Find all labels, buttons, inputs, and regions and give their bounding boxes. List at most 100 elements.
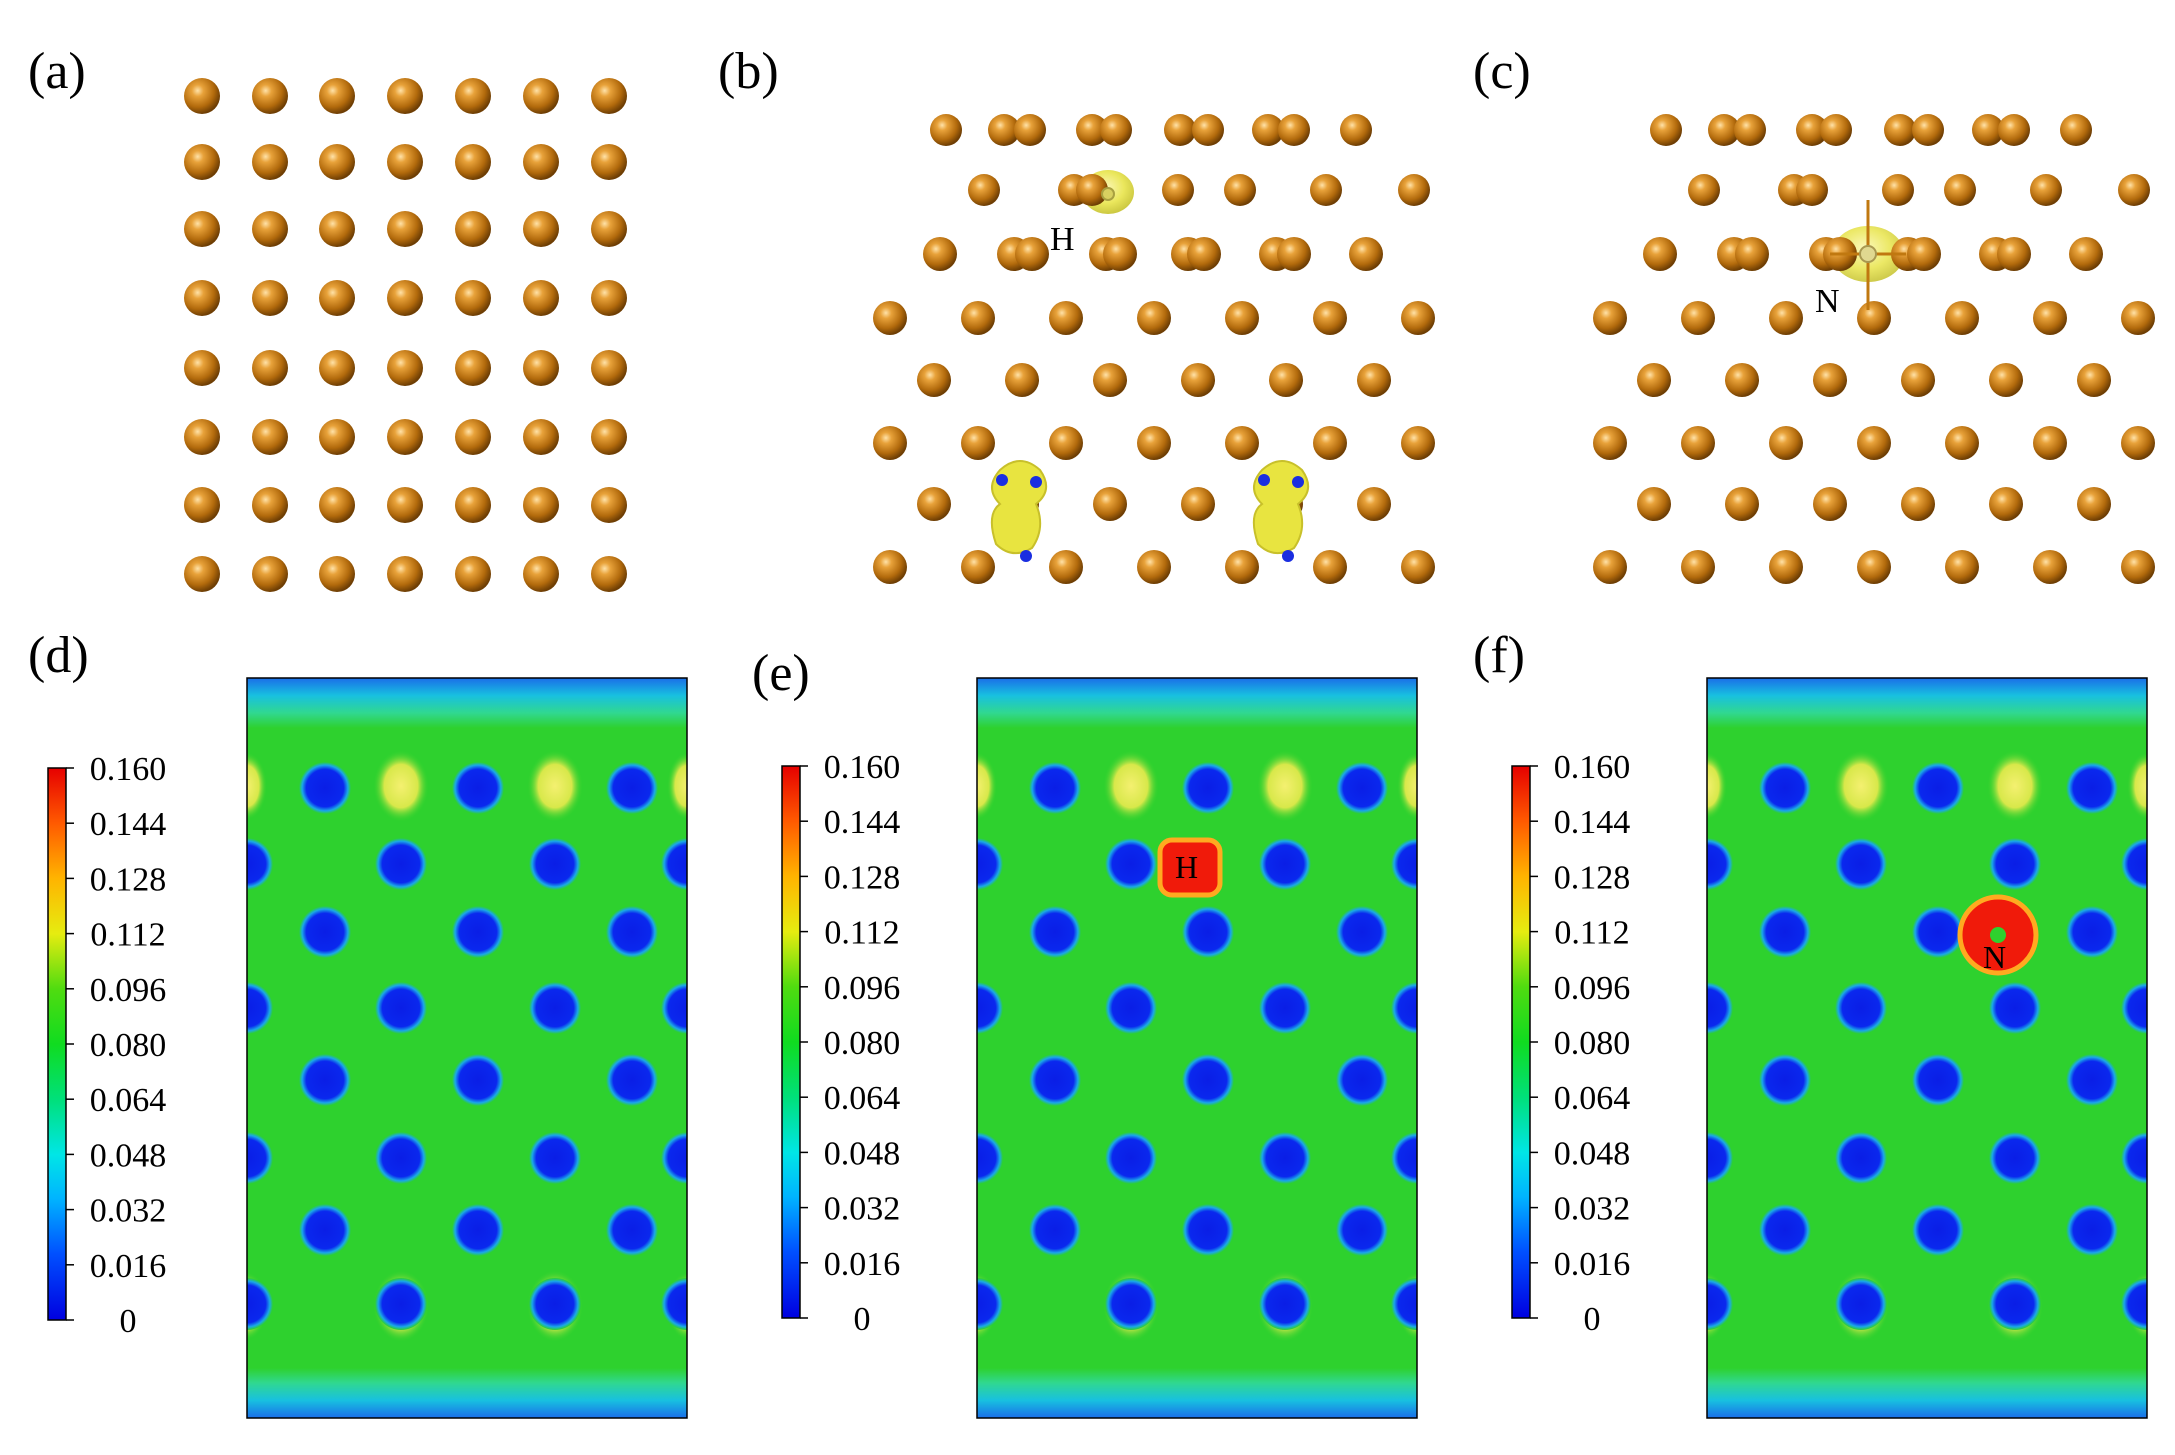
low-density-site	[247, 982, 273, 1034]
atom	[387, 556, 423, 592]
colorbar-tick-label: 0.032	[1554, 1191, 1631, 1228]
low-density-site	[1759, 762, 1811, 814]
low-density-site	[977, 982, 1003, 1034]
atom	[455, 419, 491, 455]
low-density-site	[1759, 906, 1811, 958]
low-density-site	[247, 1132, 273, 1184]
atom	[184, 280, 220, 316]
colorbar-tick-label: 0.160	[1554, 749, 1631, 786]
atom	[591, 556, 627, 592]
charge-feature	[1397, 752, 1417, 820]
colorbar-f: 0.160 0.144 0.128 0.112 0.096 0.080 0.064 0.048…	[1511, 749, 1631, 1338]
low-density-site	[1989, 1278, 2041, 1330]
atom	[1820, 114, 1852, 146]
low-density-site	[375, 982, 427, 1034]
atom	[252, 350, 288, 386]
colorbar-tick-label: 0.096	[824, 970, 901, 1007]
atom	[1076, 174, 1108, 206]
atom	[1650, 114, 1682, 146]
atom	[319, 280, 355, 316]
low-density-site	[2066, 906, 2118, 958]
low-density-site	[1391, 982, 1417, 1034]
low-density-site	[247, 838, 273, 890]
atom	[988, 114, 1020, 146]
atom	[1989, 487, 2023, 521]
atom	[184, 419, 220, 455]
atom	[923, 237, 957, 271]
h-density-spot	[1157, 837, 1223, 898]
atom	[523, 556, 559, 592]
low-density-site	[299, 1204, 351, 1256]
vacancy-isosurface	[1252, 460, 1309, 562]
map-top-edge	[977, 678, 1417, 728]
atom	[873, 550, 907, 584]
atom	[1049, 301, 1083, 335]
colorbar-tick-label: 0	[120, 1303, 137, 1340]
atom	[961, 301, 995, 335]
atom	[1643, 237, 1677, 271]
atom	[591, 144, 627, 180]
atom	[1813, 487, 1847, 521]
colorbar-tick-label: 0	[854, 1301, 871, 1338]
atom	[1882, 174, 1914, 206]
atom	[2077, 363, 2111, 397]
low-density-site	[2121, 982, 2147, 1034]
atom	[2030, 174, 2062, 206]
low-density-site	[1029, 906, 1081, 958]
map-label-n: N	[1983, 939, 2006, 975]
atom	[930, 114, 962, 146]
low-density-site	[606, 762, 658, 814]
atom	[1796, 174, 1828, 206]
low-density-site	[977, 1278, 1003, 1330]
atom	[252, 280, 288, 316]
atom	[968, 174, 1000, 206]
atom	[1681, 301, 1715, 335]
atom	[1901, 487, 1935, 521]
atom	[252, 487, 288, 523]
low-density-site	[977, 838, 1003, 890]
low-density-site	[2066, 762, 2118, 814]
atom	[1005, 363, 1039, 397]
atom	[252, 211, 288, 247]
low-density-site	[1835, 1278, 1887, 1330]
atom	[455, 144, 491, 180]
low-density-site	[529, 1132, 581, 1184]
atom	[1277, 237, 1311, 271]
low-density-site	[1989, 838, 2041, 890]
atom	[2121, 426, 2155, 460]
atom	[1398, 174, 1430, 206]
low-density-site	[1182, 1054, 1234, 1106]
colorbar-scale	[47, 767, 67, 1321]
low-density-site	[661, 982, 687, 1034]
colorbar-tick-label: 0.160	[90, 751, 167, 788]
atom	[591, 350, 627, 386]
low-density-site	[299, 1054, 351, 1106]
atom	[1637, 487, 1671, 521]
low-density-site	[1707, 1132, 1733, 1184]
atom	[2077, 487, 2111, 521]
charge-feature	[1257, 750, 1313, 822]
colorbar-tick-label: 0.112	[824, 915, 899, 952]
map-label-h: H	[1175, 849, 1198, 885]
atom	[2033, 426, 2067, 460]
atom	[523, 350, 559, 386]
panel-label-b: (b)	[718, 43, 779, 100]
atom	[1049, 426, 1083, 460]
low-density-site	[1105, 838, 1157, 890]
colorbar-d: 0.160 0.144 0.128 0.112 0.096 0.080 0.064 0.048…	[47, 751, 167, 1340]
atom	[2033, 301, 2067, 335]
atom	[523, 78, 559, 114]
colorbar-tick-label: 0.032	[90, 1193, 167, 1230]
colorbar-tick-label: 0.080	[90, 1027, 167, 1064]
atom	[2060, 114, 2092, 146]
panel-label-a: (a)	[28, 43, 86, 100]
low-density-site	[299, 762, 351, 814]
atom	[1015, 237, 1049, 271]
atom	[252, 419, 288, 455]
low-density-site	[1707, 1278, 1733, 1330]
low-density-site	[1029, 762, 1081, 814]
atom	[1192, 114, 1224, 146]
low-density-site	[1912, 1054, 1964, 1106]
colorbar-tick-label: 0.128	[90, 861, 167, 898]
